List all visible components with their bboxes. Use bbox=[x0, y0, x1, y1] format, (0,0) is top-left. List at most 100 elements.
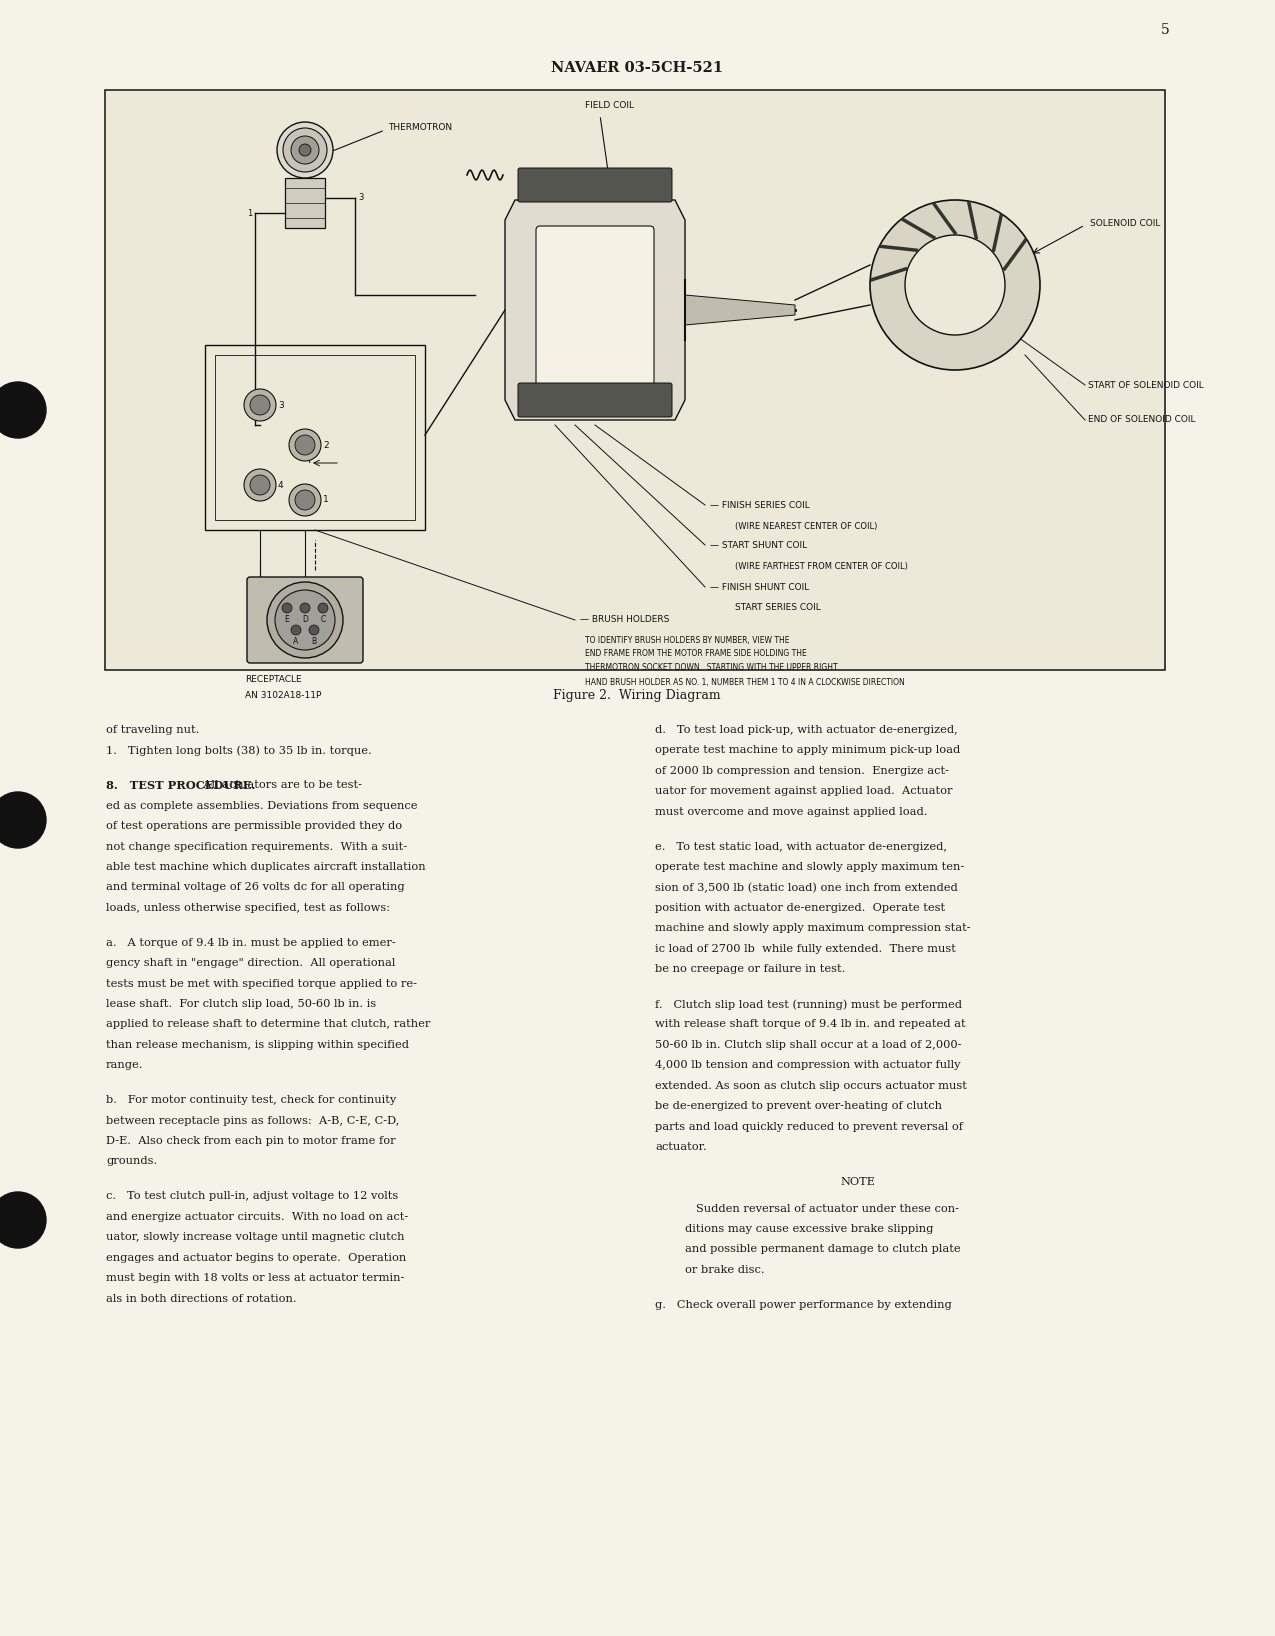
Text: ic load of 2700 lb  while fully extended.  There must: ic load of 2700 lb while fully extended.… bbox=[655, 944, 956, 954]
Text: 1: 1 bbox=[323, 496, 329, 504]
Text: Sudden reversal of actuator under these con-: Sudden reversal of actuator under these … bbox=[685, 1204, 959, 1214]
Text: extended. As soon as clutch slip occurs actuator must: extended. As soon as clutch slip occurs … bbox=[655, 1081, 966, 1091]
Text: 3: 3 bbox=[358, 193, 363, 203]
Text: FIELD COIL: FIELD COIL bbox=[585, 100, 634, 110]
Text: b.   For motor continuity test, check for continuity: b. For motor continuity test, check for … bbox=[106, 1094, 397, 1106]
Text: grounds.: grounds. bbox=[106, 1157, 157, 1166]
FancyBboxPatch shape bbox=[536, 226, 654, 394]
Text: START SERIES COIL: START SERIES COIL bbox=[734, 602, 821, 612]
Text: of traveling nut.: of traveling nut. bbox=[106, 725, 199, 735]
FancyBboxPatch shape bbox=[518, 383, 672, 417]
Text: B: B bbox=[311, 638, 316, 646]
Text: and possible permanent damage to clutch plate: and possible permanent damage to clutch … bbox=[685, 1245, 960, 1255]
Circle shape bbox=[0, 381, 46, 438]
Circle shape bbox=[250, 474, 270, 496]
Text: e.   To test static load, with actuator de-energized,: e. To test static load, with actuator de… bbox=[655, 841, 947, 852]
Text: TO IDENTIFY BRUSH HOLDERS BY NUMBER, VIEW THE: TO IDENTIFY BRUSH HOLDERS BY NUMBER, VIE… bbox=[585, 635, 789, 645]
Text: not change specification requirements.  With a suit-: not change specification requirements. W… bbox=[106, 841, 407, 852]
Text: g.   Check overall power performance by extending: g. Check overall power performance by ex… bbox=[655, 1299, 951, 1310]
Text: be no creepage or failure in test.: be no creepage or failure in test. bbox=[655, 964, 845, 975]
FancyBboxPatch shape bbox=[518, 169, 672, 201]
Text: uator for movement against applied load.  Actuator: uator for movement against applied load.… bbox=[655, 787, 952, 797]
Circle shape bbox=[300, 144, 311, 155]
Circle shape bbox=[317, 604, 328, 614]
Text: 1: 1 bbox=[247, 208, 252, 218]
Text: 4,000 lb tension and compression with actuator fully: 4,000 lb tension and compression with ac… bbox=[655, 1060, 960, 1070]
Text: 1.   Tighten long bolts (38) to 35 lb in. torque.: 1. Tighten long bolts (38) to 35 lb in. … bbox=[106, 746, 372, 756]
Bar bbox=[105, 90, 1165, 671]
Text: operate test machine to apply minimum pick-up load: operate test machine to apply minimum pi… bbox=[655, 746, 960, 756]
Text: THERMOTRON: THERMOTRON bbox=[388, 123, 453, 133]
Text: — FINISH SERIES COIL: — FINISH SERIES COIL bbox=[710, 501, 810, 509]
Text: uator, slowly increase voltage until magnetic clutch: uator, slowly increase voltage until mag… bbox=[106, 1232, 404, 1242]
Circle shape bbox=[295, 491, 315, 510]
Text: THERMOTRON SOCKET DOWN.  STARTING WITH THE UPPER RIGHT: THERMOTRON SOCKET DOWN. STARTING WITH TH… bbox=[585, 664, 838, 672]
Text: applied to release shaft to determine that clutch, rather: applied to release shaft to determine th… bbox=[106, 1019, 431, 1029]
Circle shape bbox=[283, 128, 326, 172]
Text: 2: 2 bbox=[323, 440, 329, 450]
Text: engages and actuator begins to operate.  Operation: engages and actuator begins to operate. … bbox=[106, 1253, 407, 1263]
Text: must overcome and move against applied load.: must overcome and move against applied l… bbox=[655, 807, 927, 816]
Text: with release shaft torque of 9.4 lb in. and repeated at: with release shaft torque of 9.4 lb in. … bbox=[655, 1019, 965, 1029]
Text: operate test machine and slowly apply maximum ten-: operate test machine and slowly apply ma… bbox=[655, 862, 964, 872]
Circle shape bbox=[289, 484, 321, 515]
Bar bbox=[286, 178, 325, 227]
Circle shape bbox=[289, 429, 321, 461]
Text: loads, unless otherwise specified, test as follows:: loads, unless otherwise specified, test … bbox=[106, 903, 390, 913]
Circle shape bbox=[244, 389, 275, 420]
Text: NOTE: NOTE bbox=[840, 1176, 875, 1188]
Text: 3: 3 bbox=[278, 401, 284, 409]
Circle shape bbox=[275, 591, 335, 649]
Text: START OF SOLENOID COIL: START OF SOLENOID COIL bbox=[1088, 381, 1204, 389]
Circle shape bbox=[291, 625, 301, 635]
Text: 50-60 lb in. Clutch slip shall occur at a load of 2,000-: 50-60 lb in. Clutch slip shall occur at … bbox=[655, 1040, 961, 1050]
Circle shape bbox=[282, 604, 292, 614]
Text: sion of 3,500 lb (static load) one inch from extended: sion of 3,500 lb (static load) one inch … bbox=[655, 882, 958, 893]
Text: D: D bbox=[302, 615, 309, 625]
Circle shape bbox=[291, 136, 319, 164]
Text: ed as complete assemblies. Deviations from sequence: ed as complete assemblies. Deviations fr… bbox=[106, 800, 417, 811]
Text: Figure 2.  Wiring Diagram: Figure 2. Wiring Diagram bbox=[553, 689, 720, 702]
Text: END FRAME FROM THE MOTOR FRAME SIDE HOLDING THE: END FRAME FROM THE MOTOR FRAME SIDE HOLD… bbox=[585, 649, 807, 659]
Text: be de-energized to prevent over-heating of clutch: be de-energized to prevent over-heating … bbox=[655, 1101, 942, 1111]
Text: able test machine which duplicates aircraft installation: able test machine which duplicates aircr… bbox=[106, 862, 426, 872]
Text: (WIRE FARTHEST FROM CENTER OF COIL): (WIRE FARTHEST FROM CENTER OF COIL) bbox=[734, 563, 908, 571]
Text: a.   A torque of 9.4 lb in. must be applied to emer-: a. A torque of 9.4 lb in. must be applie… bbox=[106, 937, 395, 947]
Text: D-E.  Also check from each pin to motor frame for: D-E. Also check from each pin to motor f… bbox=[106, 1135, 395, 1147]
Text: must begin with 18 volts or less at actuator termin-: must begin with 18 volts or less at actu… bbox=[106, 1273, 404, 1283]
Text: HAND BRUSH HOLDER AS NO. 1, NUMBER THEM 1 TO 4 IN A CLOCKWISE DIRECTION: HAND BRUSH HOLDER AS NO. 1, NUMBER THEM … bbox=[585, 677, 905, 687]
Text: lease shaft.  For clutch slip load, 50-60 lb in. is: lease shaft. For clutch slip load, 50-60… bbox=[106, 1000, 376, 1009]
Circle shape bbox=[277, 123, 333, 178]
Circle shape bbox=[905, 236, 1005, 335]
Text: f.   Clutch slip load test (running) must be performed: f. Clutch slip load test (running) must … bbox=[655, 1000, 963, 1009]
Text: — START SHUNT COIL: — START SHUNT COIL bbox=[710, 540, 807, 550]
Text: All actuators are to be test-: All actuators are to be test- bbox=[196, 780, 362, 790]
Circle shape bbox=[0, 792, 46, 847]
Text: c.   To test clutch pull-in, adjust voltage to 12 volts: c. To test clutch pull-in, adjust voltag… bbox=[106, 1191, 398, 1201]
Bar bbox=[205, 345, 425, 530]
Text: 5: 5 bbox=[1160, 23, 1169, 38]
Text: END OF SOLENOID COIL: END OF SOLENOID COIL bbox=[1088, 416, 1196, 424]
Circle shape bbox=[870, 200, 1040, 370]
Circle shape bbox=[295, 435, 315, 455]
Polygon shape bbox=[685, 294, 796, 326]
Circle shape bbox=[309, 625, 319, 635]
Text: RECEPTACLE: RECEPTACLE bbox=[245, 676, 302, 684]
Text: 4: 4 bbox=[278, 481, 283, 489]
Text: actuator.: actuator. bbox=[655, 1142, 706, 1152]
Text: 8.   TEST PROCEDURE.: 8. TEST PROCEDURE. bbox=[106, 780, 255, 792]
Polygon shape bbox=[505, 200, 685, 420]
Text: — BRUSH HOLDERS: — BRUSH HOLDERS bbox=[580, 615, 669, 625]
Circle shape bbox=[250, 394, 270, 416]
Text: gency shaft in "engage" direction.  All operational: gency shaft in "engage" direction. All o… bbox=[106, 959, 395, 969]
Text: als in both directions of rotation.: als in both directions of rotation. bbox=[106, 1294, 297, 1304]
FancyBboxPatch shape bbox=[247, 578, 363, 663]
Circle shape bbox=[244, 470, 275, 501]
Circle shape bbox=[300, 604, 310, 614]
Text: (WIRE NEAREST CENTER OF COIL): (WIRE NEAREST CENTER OF COIL) bbox=[734, 522, 877, 532]
Text: tests must be met with specified torque applied to re-: tests must be met with specified torque … bbox=[106, 978, 417, 988]
Text: — FINISH SHUNT COIL: — FINISH SHUNT COIL bbox=[710, 582, 810, 592]
Text: d.   To test load pick-up, with actuator de-energized,: d. To test load pick-up, with actuator d… bbox=[655, 725, 958, 735]
Text: machine and slowly apply maximum compression stat-: machine and slowly apply maximum compres… bbox=[655, 923, 970, 934]
Text: and energize actuator circuits.  With no load on act-: and energize actuator circuits. With no … bbox=[106, 1212, 408, 1222]
